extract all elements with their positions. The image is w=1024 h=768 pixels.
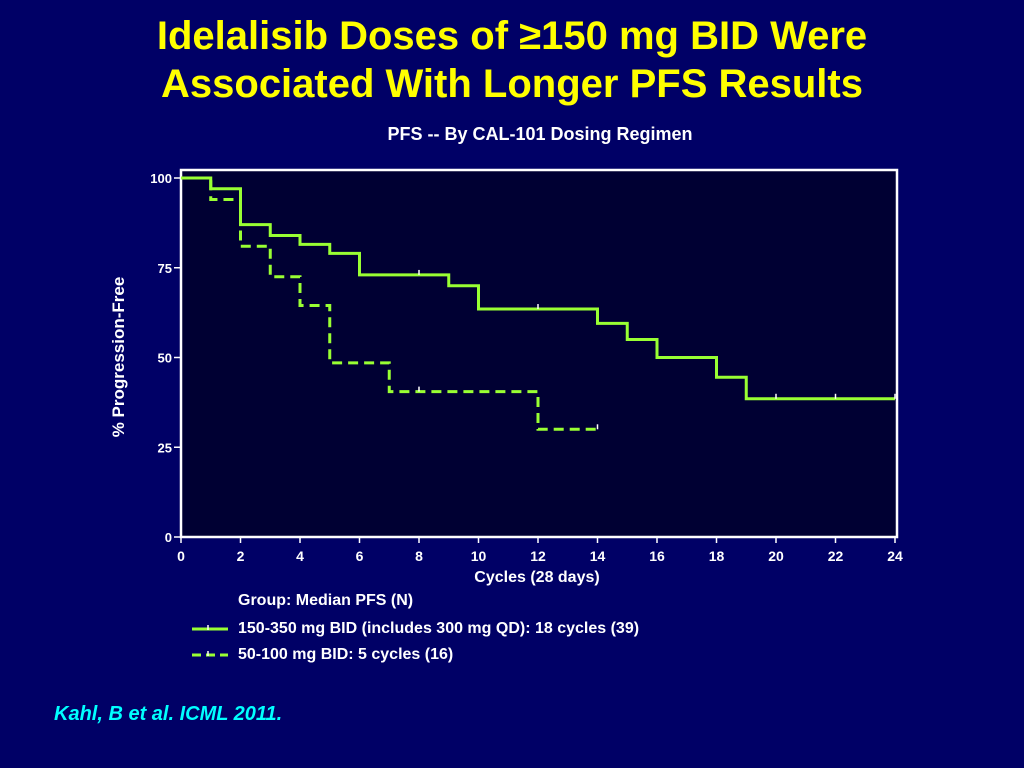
y-tick-label: 75 xyxy=(158,261,172,276)
x-tick-label: 8 xyxy=(415,548,423,564)
x-tick-label: 12 xyxy=(530,548,546,564)
x-axis-label: Cycles (28 days) xyxy=(474,569,599,586)
series-group xyxy=(181,176,896,431)
slide-title: Idelalisib Doses of ≥150 mg BID Were Ass… xyxy=(0,12,1024,108)
citation: Kahl, B et al. ICML 2011. xyxy=(54,703,283,725)
x-tick-label: 20 xyxy=(768,548,784,564)
chart-title: PFS -- By CAL-101 Dosing Regimen xyxy=(387,124,693,144)
y-axis-label: % Progression-Free xyxy=(109,277,128,438)
plot-area xyxy=(179,168,899,539)
x-tick-label: 14 xyxy=(590,548,606,564)
series-1 xyxy=(181,176,896,401)
legend-title: Group: Median PFS (N) xyxy=(238,592,414,609)
slide-title-line-2: Associated With Longer PFS Results xyxy=(161,62,863,106)
series-line-1 xyxy=(181,176,895,401)
legend-label-low-dose: 50-100 mg BID: 5 cycles (16) xyxy=(238,646,454,663)
legend-swatch-dashed xyxy=(192,651,228,657)
x-tick-label: 16 xyxy=(649,548,665,564)
x-tick-label: 10 xyxy=(471,548,487,564)
x-tick-label: 18 xyxy=(709,548,725,564)
x-tick-label: 0 xyxy=(177,548,185,564)
plot-background xyxy=(179,168,899,539)
y-tick-label: 100 xyxy=(150,171,172,186)
series-2 xyxy=(181,176,599,431)
y-tick-label: 0 xyxy=(165,530,172,545)
series-line-2 xyxy=(181,176,598,431)
y-tick-label: 50 xyxy=(158,351,172,366)
x-tick-label: 6 xyxy=(356,548,364,564)
legend-swatch-solid xyxy=(192,625,228,631)
y-tick-label: 25 xyxy=(158,440,172,455)
x-tick-label: 2 xyxy=(237,548,245,564)
x-tick-label: 4 xyxy=(296,548,304,564)
slide-title-line-1: Idelalisib Doses of ≥150 mg BID Were xyxy=(156,14,868,58)
legend-label-high-dose: 150-350 mg BID (includes 300 mg QD): 18 … xyxy=(238,620,640,637)
x-tick-label: 24 xyxy=(887,548,903,564)
x-tick-label: 22 xyxy=(828,548,844,564)
